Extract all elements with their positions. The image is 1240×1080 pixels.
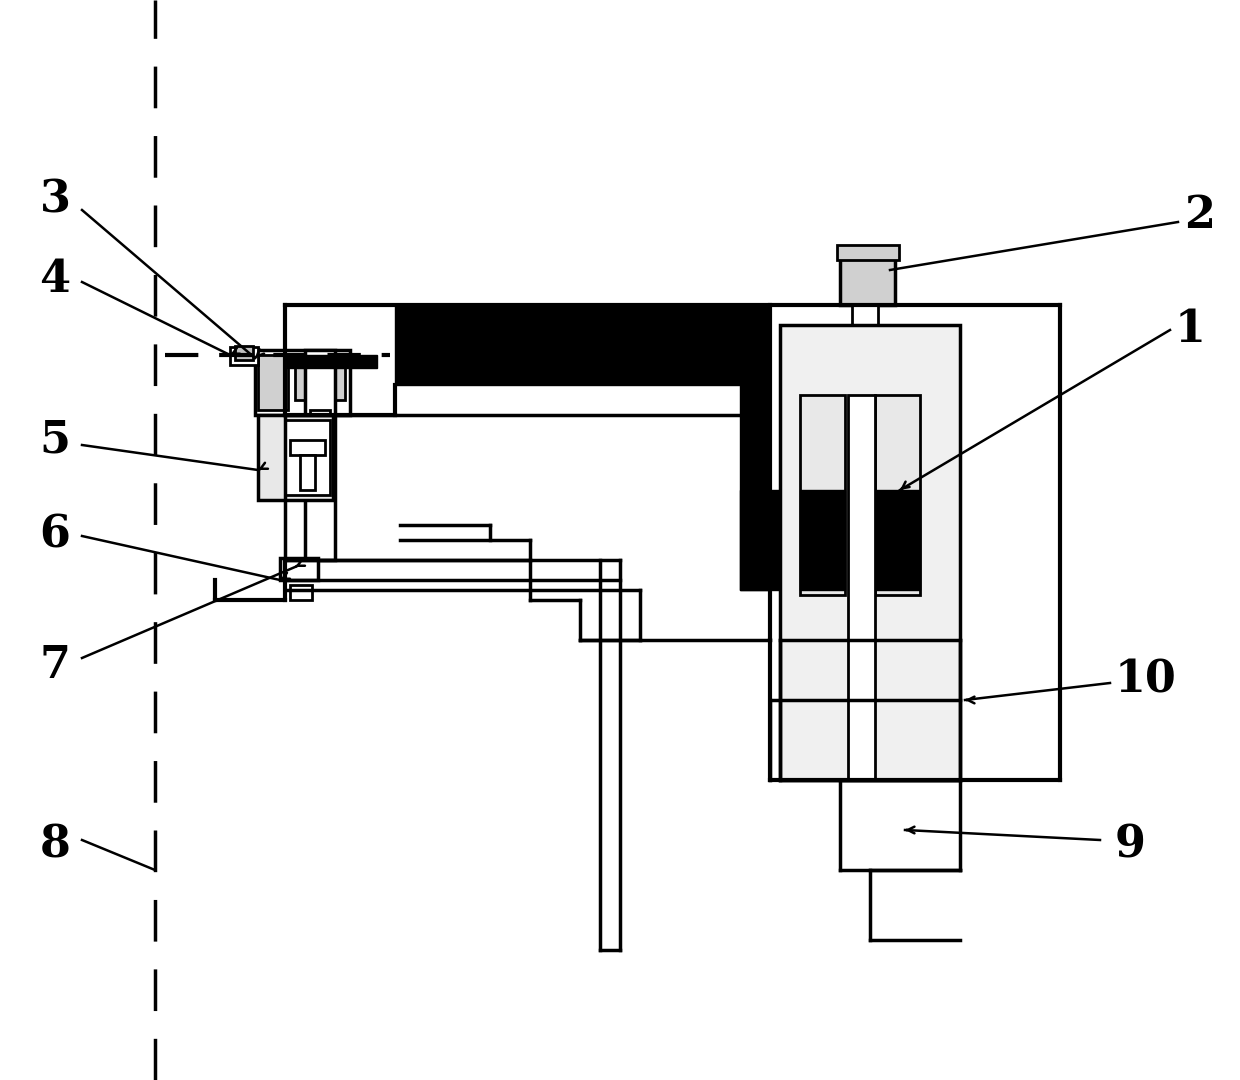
Bar	[396, 305, 740, 384]
Text: 10: 10	[1114, 659, 1176, 702]
Bar	[305, 350, 335, 561]
Bar	[312, 460, 327, 480]
Bar	[229, 347, 258, 365]
Bar	[870, 490, 935, 590]
Text: 6: 6	[40, 513, 71, 556]
Bar	[280, 558, 317, 580]
Bar	[308, 430, 334, 455]
Bar	[258, 355, 288, 410]
Bar	[285, 420, 330, 495]
Bar	[310, 410, 330, 430]
Bar	[800, 395, 844, 595]
Bar	[255, 350, 350, 415]
Bar	[875, 395, 920, 595]
Bar	[848, 395, 875, 780]
Bar	[740, 384, 770, 590]
Bar	[300, 455, 315, 490]
Text: 9: 9	[1115, 823, 1146, 866]
Text: 7: 7	[40, 644, 71, 687]
Text: 4: 4	[40, 258, 71, 301]
Bar	[740, 490, 805, 590]
Bar	[236, 346, 253, 360]
Bar	[740, 305, 770, 384]
Bar	[837, 245, 899, 260]
Text: 3: 3	[40, 178, 71, 221]
Bar	[258, 415, 334, 500]
Bar	[800, 490, 844, 590]
Bar	[290, 440, 325, 455]
Bar	[295, 355, 345, 400]
Text: 5: 5	[40, 418, 71, 461]
Text: 2: 2	[1184, 193, 1215, 237]
Text: 1: 1	[1174, 309, 1205, 351]
Bar	[780, 325, 960, 780]
Bar	[286, 355, 377, 368]
Bar	[839, 249, 895, 305]
Bar	[290, 585, 312, 600]
Text: 8: 8	[40, 823, 71, 866]
Bar	[852, 305, 878, 325]
Bar	[875, 490, 920, 590]
